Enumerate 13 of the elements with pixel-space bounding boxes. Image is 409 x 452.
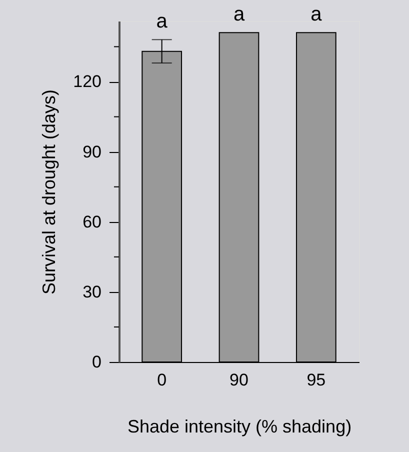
y-tick-label: 60 [82, 212, 102, 232]
y-axis-title: Survival at drought (days) [39, 89, 60, 295]
x-axis-title: Shade intensity (% shading) [127, 416, 352, 436]
y-tick-label: 0 [92, 352, 102, 372]
y-tick-label: 90 [82, 142, 102, 162]
x-tick-label: 90 [230, 370, 248, 390]
annotation: a [310, 4, 323, 26]
x-tick-label: 0 [157, 370, 167, 390]
annotation: a [233, 4, 246, 26]
y-tick-label: 30 [82, 282, 102, 302]
annotation: a [156, 10, 168, 33]
y-tick-label: 120 [73, 72, 102, 92]
x-tick-label: 95 [306, 370, 326, 390]
